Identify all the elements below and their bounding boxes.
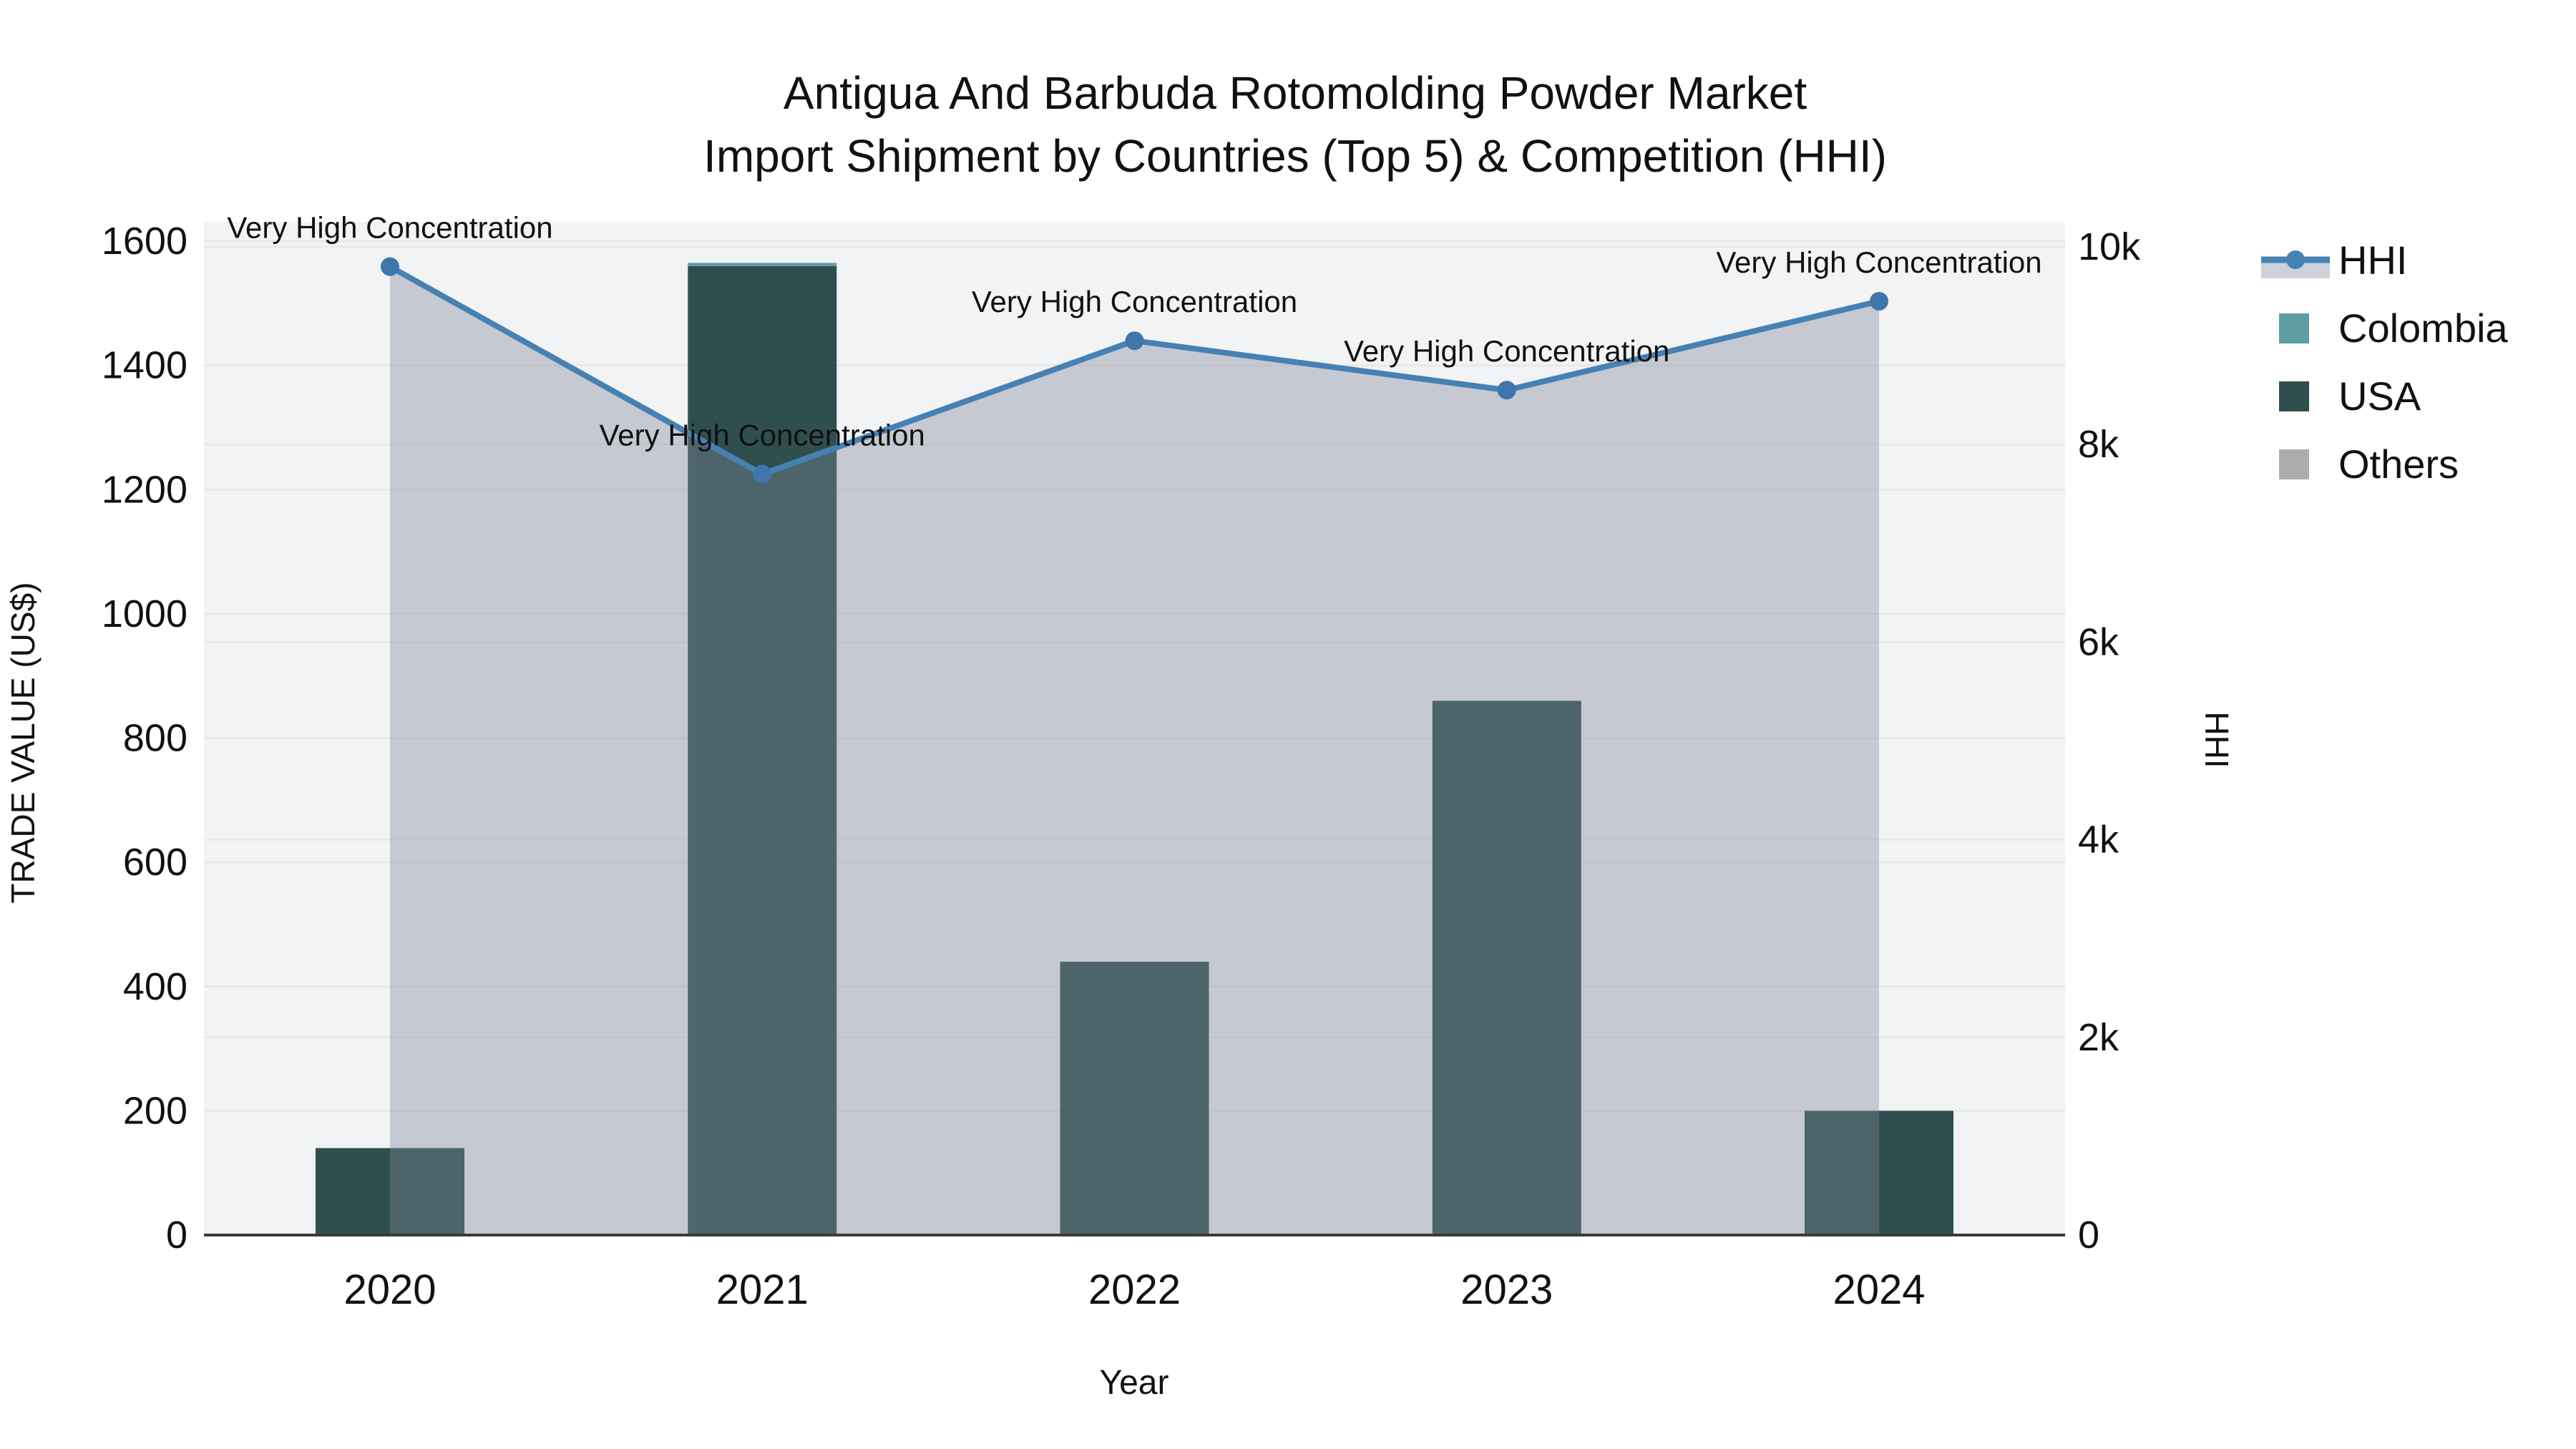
y-left-tick-label: 600 — [123, 841, 187, 884]
legend-label-colombia: Colombia — [2338, 306, 2508, 351]
bar-usa-2020[interactable] — [316, 1148, 464, 1235]
y-right-axis-title: HHI — [2198, 711, 2235, 768]
hhi-marker-2021[interactable] — [753, 464, 772, 484]
x-tick-label-2021: 2021 — [716, 1267, 809, 1313]
x-tick-label-2022: 2022 — [1088, 1267, 1181, 1313]
hhi-marker-2020[interactable] — [381, 257, 399, 276]
legend-swatch-colombia — [2279, 313, 2309, 343]
hhi-area-fill — [390, 266, 1879, 1235]
y-left-tick-label: 1400 — [102, 344, 187, 387]
y-right-tick-label: 6k — [2078, 620, 2119, 663]
chart-title-line2: Import Shipment by Countries (Top 5) & C… — [703, 130, 1887, 182]
annotation-2022: Very High Concentration — [972, 285, 1297, 318]
y-left-tick-label: 400 — [123, 965, 187, 1008]
x-tick-label-2023: 2023 — [1460, 1267, 1553, 1313]
legend-item-hhi[interactable]: HHI — [2261, 238, 2407, 283]
y-left-axis-title: TRADE VALUE (US$) — [4, 582, 42, 903]
y-right-tick-label: 8k — [2078, 423, 2119, 466]
y-left-tick-label: 1000 — [102, 592, 187, 635]
y-left-tick-label: 1200 — [102, 468, 187, 511]
hhi-marker-2024[interactable] — [1870, 291, 1888, 311]
legend-label-others: Others — [2338, 441, 2459, 487]
y-right-tick-label: 4k — [2078, 819, 2119, 862]
annotation-2020: Very High Concentration — [227, 211, 552, 245]
y-left-tick-label: 800 — [123, 717, 187, 760]
y-left-tick-label: 200 — [123, 1089, 187, 1132]
x-tick-label-2020: 2020 — [343, 1267, 436, 1313]
y-right-tick-label: 0 — [2078, 1214, 2099, 1257]
legend-item-others[interactable]: Others — [2279, 441, 2459, 487]
hhi-marker-2022[interactable] — [1125, 331, 1144, 351]
bar-usa-2022[interactable] — [1060, 962, 1209, 1235]
legend-label-usa: USA — [2338, 374, 2421, 419]
bar-colombia-2021[interactable] — [688, 263, 837, 266]
bar-usa-2024[interactable] — [1805, 1111, 1953, 1235]
y-right-tick-label: 10k — [2078, 225, 2141, 268]
bar-usa-2023[interactable] — [1432, 701, 1581, 1235]
legend-swatch-usa — [2279, 381, 2309, 411]
hhi-marker-2023[interactable] — [1497, 381, 1516, 400]
legend: HHI Colombia USA Others — [2261, 238, 2508, 487]
annotation-2021: Very High Concentration — [600, 419, 925, 452]
y-right-tick-label: 2k — [2078, 1016, 2119, 1059]
y-left-tick-label: 0 — [166, 1214, 187, 1257]
annotation-2023: Very High Concentration — [1344, 334, 1669, 368]
plot-area: 0 200 400 600 800 1000 1200 1400 1600 0 2k 4k 6k 8k 10… — [102, 211, 2141, 1313]
hhi-legend-marker — [2286, 250, 2305, 269]
legend-swatch-others — [2279, 449, 2309, 479]
chart-title-line1: Antigua And Barbuda Rotomolding Powder M… — [784, 67, 1807, 119]
x-tick-label-2024: 2024 — [1833, 1267, 1925, 1313]
legend-item-usa[interactable]: USA — [2279, 374, 2421, 419]
legend-item-colombia[interactable]: Colombia — [2279, 306, 2508, 351]
y-left-tick-label: 1600 — [102, 220, 187, 263]
legend-label-hhi: HHI — [2338, 238, 2407, 283]
bar-usa-2021[interactable] — [688, 265, 837, 1236]
x-axis-title: Year — [1100, 1364, 1169, 1402]
annotation-2024: Very High Concentration — [1716, 245, 2041, 279]
